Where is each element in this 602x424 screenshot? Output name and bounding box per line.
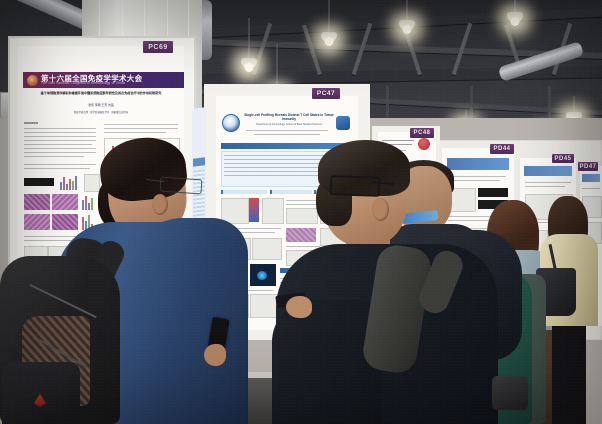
- man-center-ear: [372, 198, 389, 221]
- poster1-section-1: [24, 122, 38, 124]
- congress-seal-icon: [27, 74, 38, 86]
- man-left-ear: [152, 194, 168, 215]
- banner-title-en: The 16th National Congress of Immunology…: [41, 81, 126, 86]
- poster-tag-pd44: PD44: [490, 144, 514, 154]
- poster-tag-pd47: PD47: [578, 162, 598, 171]
- poster2-logo-left: [222, 114, 240, 132]
- poster-tag-pd45: PD45: [552, 154, 574, 163]
- man-left-hand: [204, 344, 226, 366]
- pendant-light: [320, 0, 338, 46]
- backpack-pouch: [492, 376, 528, 410]
- poster1-affiliation: 免疫学研究所 · 医学院基础医学系 · 国家重点实验室: [73, 111, 129, 114]
- poster-tag-pc48: PC48: [410, 128, 434, 138]
- poster2-logo-right: [336, 116, 350, 130]
- backpack-pocket: [2, 362, 80, 424]
- man-center-hand: [286, 296, 312, 318]
- glasses-icon: [159, 176, 203, 195]
- man-center-arm: [272, 300, 382, 424]
- banner-title-cn: 第十六届全国免疫学学术大会: [41, 73, 143, 83]
- poster1-authors: 张伟 李明 王芳 刘强: [88, 103, 114, 107]
- conference-banner: 第十六届全国免疫学学术大会 The 16th National Congress…: [23, 72, 184, 88]
- poster-tag-pc69: PC69: [143, 41, 173, 53]
- poster2-title: Single-cell Profiling Reveals Distinct T…: [244, 113, 334, 121]
- pendant-light: [506, 0, 524, 26]
- woman-right-legs: [552, 318, 586, 424]
- man-center-hair: [318, 140, 410, 196]
- glasses-icon: [329, 175, 381, 197]
- pendant-light: [398, 0, 416, 34]
- poster1-title: 基于单细胞测序解析肿瘤微环境中髓系细胞亚群异质性及其在免疫治疗中的作用机制研究: [40, 91, 162, 95]
- poster2-abstract-band: [221, 143, 353, 149]
- poster-tag-pc47: PC47: [312, 88, 340, 99]
- poster2-subtitle: Department of Immunology, School of Basi…: [256, 123, 322, 126]
- pendant-light: [240, 18, 258, 72]
